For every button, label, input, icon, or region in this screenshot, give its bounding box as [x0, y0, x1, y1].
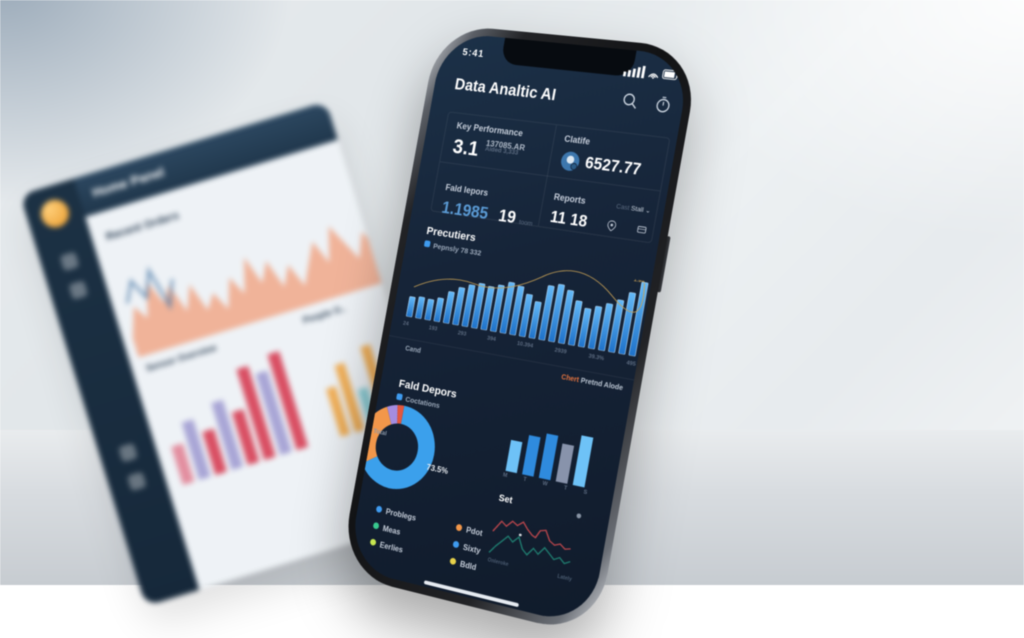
svg-text:1.94: 1.94 [633, 277, 645, 285]
